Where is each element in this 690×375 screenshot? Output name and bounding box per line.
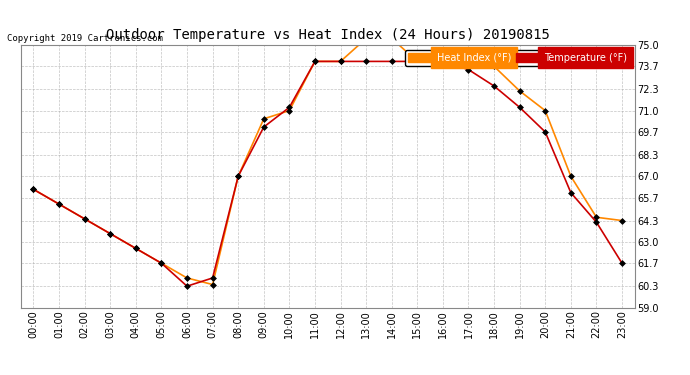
- Heat Index (°F): [30, 187, 38, 192]
- Temperature (°F): [106, 231, 115, 236]
- Temperature (°F): [439, 59, 447, 64]
- Temperature (°F): [157, 261, 166, 266]
- Heat Index (°F): [259, 117, 268, 121]
- Heat Index (°F): [413, 59, 422, 64]
- Heat Index (°F): [490, 64, 498, 69]
- Temperature (°F): [30, 187, 38, 192]
- Temperature (°F): [541, 130, 549, 134]
- Temperature (°F): [413, 59, 422, 64]
- Heat Index (°F): [183, 276, 191, 280]
- Temperature (°F): [388, 59, 396, 64]
- Temperature (°F): [515, 105, 524, 110]
- Line: Heat Index (°F): Heat Index (°F): [32, 36, 624, 286]
- Heat Index (°F): [566, 174, 575, 178]
- Heat Index (°F): [541, 108, 549, 113]
- Heat Index (°F): [132, 246, 140, 251]
- Temperature (°F): [132, 246, 140, 251]
- Temperature (°F): [490, 84, 498, 88]
- Heat Index (°F): [81, 217, 89, 221]
- Temperature (°F): [81, 217, 89, 221]
- Temperature (°F): [55, 202, 63, 206]
- Heat Index (°F): [362, 36, 371, 41]
- Temperature (°F): [362, 59, 371, 64]
- Temperature (°F): [208, 276, 217, 280]
- Title: Outdoor Temperature vs Heat Index (24 Hours) 20190815: Outdoor Temperature vs Heat Index (24 Ho…: [106, 28, 550, 42]
- Temperature (°F): [618, 261, 626, 266]
- Heat Index (°F): [464, 59, 473, 64]
- Heat Index (°F): [208, 282, 217, 287]
- Heat Index (°F): [234, 174, 242, 178]
- Heat Index (°F): [157, 261, 166, 266]
- Heat Index (°F): [618, 218, 626, 223]
- Temperature (°F): [464, 68, 473, 72]
- Temperature (°F): [285, 105, 293, 110]
- Heat Index (°F): [310, 59, 319, 64]
- Heat Index (°F): [515, 89, 524, 93]
- Heat Index (°F): [592, 215, 600, 219]
- Temperature (°F): [234, 174, 242, 178]
- Temperature (°F): [310, 59, 319, 64]
- Temperature (°F): [566, 190, 575, 195]
- Heat Index (°F): [106, 231, 115, 236]
- Temperature (°F): [183, 284, 191, 288]
- Legend: Heat Index (°F), Temperature (°F): Heat Index (°F), Temperature (°F): [406, 50, 630, 66]
- Text: Copyright 2019 Cartronics.com: Copyright 2019 Cartronics.com: [7, 34, 163, 43]
- Heat Index (°F): [285, 108, 293, 113]
- Temperature (°F): [259, 125, 268, 129]
- Heat Index (°F): [337, 59, 345, 64]
- Temperature (°F): [592, 220, 600, 224]
- Heat Index (°F): [388, 36, 396, 41]
- Heat Index (°F): [439, 59, 447, 64]
- Heat Index (°F): [55, 202, 63, 206]
- Temperature (°F): [337, 59, 345, 64]
- Line: Temperature (°F): Temperature (°F): [32, 59, 624, 288]
